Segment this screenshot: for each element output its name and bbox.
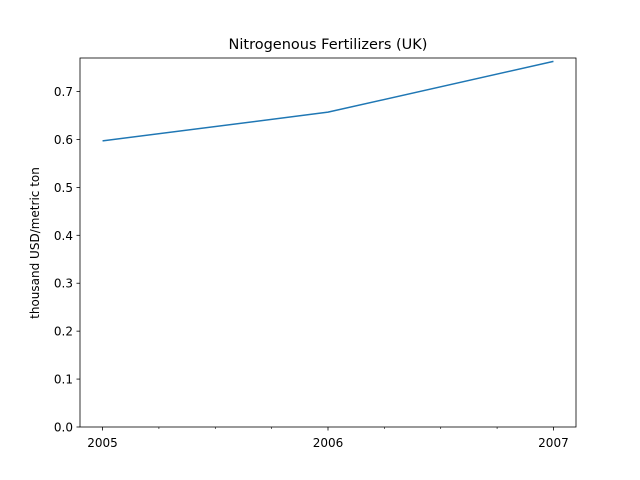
y-tick-label-4: 0.4 xyxy=(54,229,73,243)
y-tick-label-3: 0.3 xyxy=(54,277,73,291)
x-tick-label-2: 2007 xyxy=(538,436,569,450)
y-tick-label-1: 0.1 xyxy=(54,373,73,387)
y-tick-label-5: 0.5 xyxy=(54,181,73,195)
series-line-0 xyxy=(102,60,554,142)
x-tick-label-1: 2006 xyxy=(313,436,344,450)
y-tick-label-6: 0.6 xyxy=(54,133,73,147)
y-tick-label-2: 0.2 xyxy=(54,325,73,339)
chart-title: Nitrogenous Fertilizers (UK) xyxy=(229,37,428,53)
y-tick-label-0: 0.0 xyxy=(54,421,73,435)
y-axis-label: thousand USD/metric ton xyxy=(28,167,42,319)
plot-area: 2005 2006 2007 0.0 0.1 0.2 0.3 0.4 0.5 0.6 0.7 xyxy=(54,57,577,450)
axes-frame xyxy=(79,57,577,428)
y-tick-label-7: 0.7 xyxy=(54,85,73,99)
x-tick-label-0: 2005 xyxy=(87,436,118,450)
